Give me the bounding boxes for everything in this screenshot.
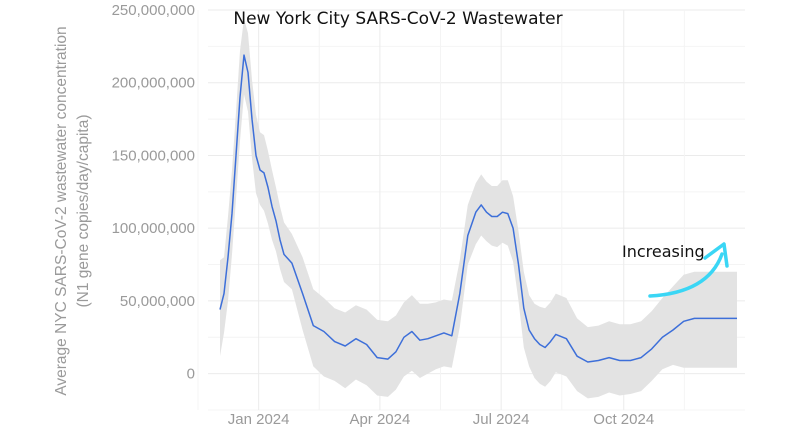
concentration-line: [219, 54, 737, 363]
arrow-head: [703, 242, 729, 268]
increasing-annotation: Increasing: [622, 242, 705, 261]
increasing-arrow-icon: [648, 242, 729, 298]
y-axis-title: Average NYC SARS-CoV-2 wastewater concen…: [53, 26, 92, 395]
x-tick-label: Apr 2024: [349, 411, 410, 428]
y-tick-label: 0: [187, 366, 195, 383]
y-axis-title-line1: Average NYC SARS-CoV-2 wastewater concen…: [53, 26, 70, 395]
x-tick-label: Jul 2024: [473, 411, 530, 428]
y-axis-title-line2: (N1 gene copies/day/capita): [75, 114, 92, 307]
x-tick-labels: Jan 2024 Apr 2024 Jul 2024 Oct 2024: [228, 411, 654, 428]
y-tick-label: 50,000,000: [120, 293, 195, 310]
x-tick-label: Jan 2024: [228, 411, 290, 428]
chart-title: New York City SARS-CoV-2 Wastewater: [233, 9, 562, 29]
y-tick-label: 200,000,000: [112, 75, 195, 92]
arrow-shaft: [648, 252, 724, 298]
x-tick-label: Oct 2024: [593, 411, 654, 428]
y-tick-label: 100,000,000: [112, 220, 195, 237]
y-tick-label: 250,000,000: [112, 2, 195, 19]
y-tick-label: 150,000,000: [112, 147, 195, 164]
concentration-series-line: [219, 54, 737, 363]
y-tick-labels: 0 50,000,000 100,000,000 150,000,000 200,000…: [112, 2, 195, 383]
